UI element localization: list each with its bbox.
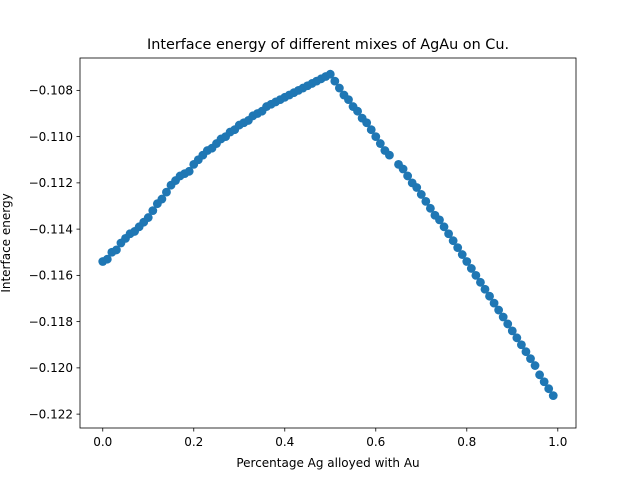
x-tick-label: 0.8 (457, 435, 476, 449)
data-point (476, 277, 485, 287)
x-tick-label: 1.0 (548, 435, 567, 449)
y-tick-label: −0.116 (29, 269, 73, 283)
y-axis-label: Interface energy (0, 193, 13, 292)
data-point (371, 132, 381, 142)
x-tick-label: 0.6 (366, 435, 385, 449)
data-point (112, 245, 121, 255)
data-point (412, 183, 422, 192)
data-point (457, 250, 467, 259)
data-point (439, 222, 449, 232)
data-point (489, 298, 499, 308)
data-point (353, 106, 362, 116)
data-point (398, 164, 408, 174)
y-tick-label: −0.108 (29, 84, 73, 98)
data-point (425, 203, 435, 213)
x-tick-label: 0.4 (275, 435, 294, 449)
data-point (466, 264, 476, 273)
y-tick-label: −0.114 (29, 222, 73, 236)
data-point (535, 370, 544, 380)
chart-title: Interface energy of different mixes of A… (147, 37, 509, 53)
data-point (494, 305, 504, 315)
x-tick-label: 0.2 (184, 435, 203, 449)
data-point (102, 254, 112, 264)
data-point (462, 257, 472, 266)
y-axis-ticks: −0.108 −0.110 −0.112 −0.114 −0.116 −0.118 −0.1… (29, 84, 80, 421)
data-point (148, 206, 158, 216)
data-point (471, 270, 481, 280)
data-point (507, 326, 517, 336)
data-point (330, 76, 340, 86)
x-axis-label: Percentage Ag alloyed with Au (236, 456, 419, 470)
data-point (143, 213, 153, 222)
data-point (162, 187, 171, 197)
data-point (334, 83, 344, 93)
data-point (480, 284, 490, 294)
data-point (530, 361, 540, 370)
data-point (548, 391, 558, 401)
data-point (403, 171, 413, 181)
data-points (98, 69, 558, 401)
data-point (184, 166, 194, 176)
data-point (544, 384, 554, 394)
data-point (344, 95, 353, 105)
data-point (503, 319, 513, 329)
data-point (539, 377, 549, 387)
data-point (362, 118, 372, 128)
y-tick-label: −0.122 (29, 407, 73, 421)
data-point (526, 354, 535, 364)
data-point (325, 69, 335, 79)
y-tick-label: −0.110 (29, 130, 73, 144)
data-point (521, 347, 531, 357)
y-tick-label: −0.120 (29, 361, 73, 375)
data-point (448, 236, 458, 246)
data-point (421, 196, 431, 206)
data-point (385, 150, 394, 160)
data-point (498, 312, 508, 322)
data-point (516, 340, 526, 350)
data-point (512, 333, 522, 343)
data-point (453, 243, 463, 253)
plot-frame (79, 57, 577, 429)
x-axis-ticks: 0.0 0.2 0.4 0.6 0.8 1.0 (93, 428, 567, 449)
data-point (157, 194, 167, 204)
x-tick-label: 0.0 (93, 435, 112, 449)
data-point (485, 291, 494, 301)
data-point (435, 215, 444, 225)
data-point (416, 190, 426, 199)
y-tick-label: −0.118 (29, 315, 73, 329)
y-tick-label: −0.112 (29, 176, 73, 190)
data-point (366, 125, 376, 135)
data-point (444, 229, 453, 239)
data-point (375, 139, 385, 148)
